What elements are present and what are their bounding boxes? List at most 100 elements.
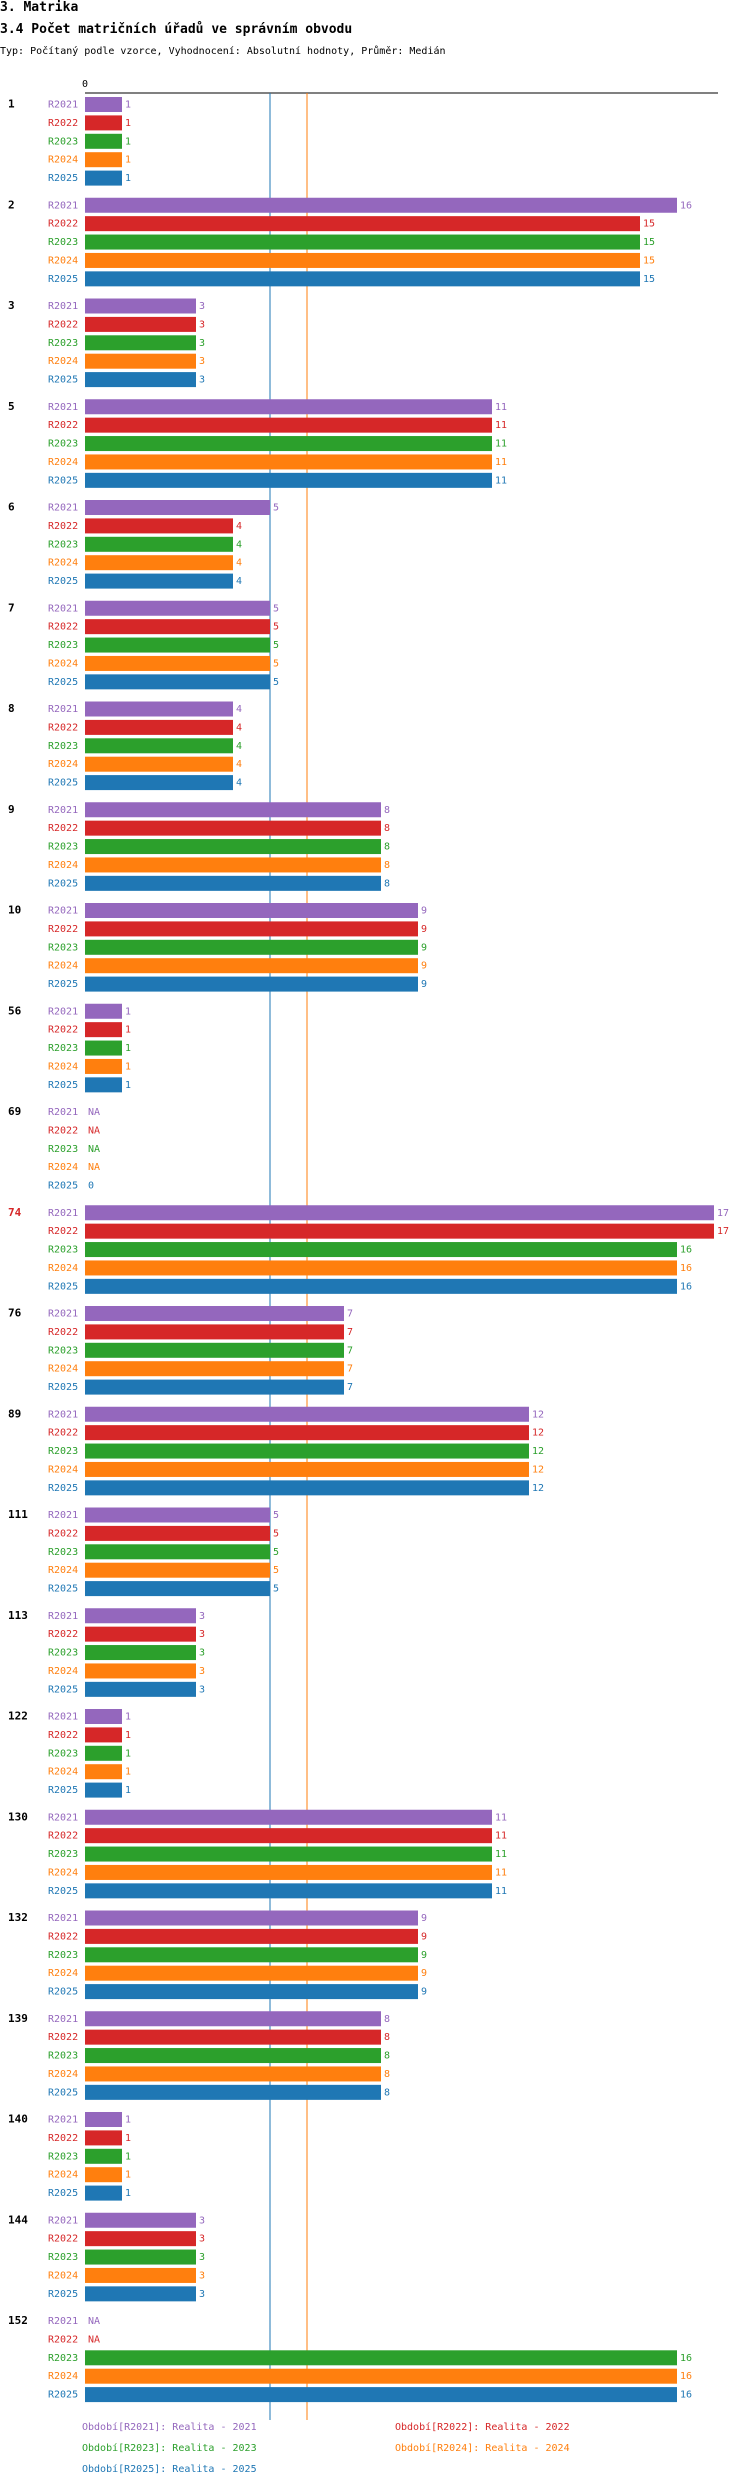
series-label: R2022 [48,924,78,935]
value-label: 7 [347,1382,353,1393]
series-label: R2021 [48,2115,78,2126]
bar [85,372,196,388]
series-label: R2025 [48,2289,78,2300]
series-label: R2023 [48,1245,78,1256]
bar [85,1480,529,1496]
series-label: R2023 [48,439,78,450]
series-label: R2023 [48,1748,78,1759]
bar [85,600,270,616]
value-label: 4 [236,576,242,587]
bar [85,536,233,552]
series-label: R2025 [48,475,78,486]
series-label: R2025 [48,1281,78,1292]
value-label: 15 [643,255,655,266]
value-label: 16 [680,1281,692,1292]
value-label: NA [88,1162,100,1173]
group-label: 2 [8,198,15,211]
value-label: 16 [680,2353,692,2364]
series-label: R2022 [48,1226,78,1237]
series-label: R2022 [48,1931,78,1942]
series-label: R2021 [48,906,78,917]
bar [85,655,270,671]
value-label: 7 [347,1364,353,1375]
series-label: R2024 [48,860,78,871]
series-label: R2023 [48,237,78,248]
series-label: R2023 [48,1648,78,1659]
series-label: R2023 [48,1144,78,1155]
bar [85,316,196,332]
group-label: 74 [8,1206,22,1219]
bar [85,1544,270,1560]
value-label: 5 [273,1547,279,1558]
section-title: 3. Matrika [0,0,79,15]
value-label: 3 [199,375,205,386]
value-label: 9 [421,1987,427,1998]
series-label: R2021 [48,2316,78,2327]
series-label: R2021 [48,805,78,816]
bar [85,436,492,452]
bar [85,2066,381,2082]
value-label: 8 [384,2087,390,2098]
bar [85,1022,122,1038]
series-label: R2022 [48,420,78,431]
value-label: 17 [717,1226,729,1237]
bar [85,1663,196,1679]
chart-title: 3.4 Počet matričních úřadů ve správním o… [0,22,353,37]
series-label: R2025 [48,878,78,889]
series-label: R2022 [48,1025,78,1036]
series-label: R2025 [48,677,78,688]
value-label: NA [88,2334,100,2345]
value-label: 1 [125,136,131,147]
value-label: 8 [384,2032,390,2043]
group-label: 122 [8,1710,28,1723]
bar [85,1278,677,1294]
value-label: 4 [236,741,242,752]
series-label: R2023 [48,640,78,651]
bar [85,2350,677,2366]
bar [85,2249,196,2265]
series-label: R2024 [48,1162,78,1173]
value-label: 5 [273,603,279,614]
bar [85,1306,344,1321]
series-label: R2022 [48,622,78,633]
bar [85,903,418,918]
bar [85,2167,122,2183]
series-label: R2022 [48,1831,78,1842]
value-label: 1 [125,118,131,129]
series-label: R2021 [48,1812,78,1823]
bar [85,1846,492,1862]
value-label: 5 [273,1584,279,1595]
group-label: 76 [8,1307,22,1320]
value-label: 3 [199,2252,205,2263]
bar [85,1040,122,1056]
value-label: 4 [236,778,242,789]
series-label: R2025 [48,274,78,285]
bar [85,1727,122,1743]
bar [85,775,233,791]
bar [85,1782,122,1798]
bar [85,1581,270,1597]
series-label: R2024 [48,1061,78,1072]
bar [85,2112,122,2127]
series-label: R2025 [48,778,78,789]
series-label: R2022 [48,1327,78,1338]
bar [85,2148,122,2164]
value-label: 3 [199,356,205,367]
series-label: R2024 [48,1364,78,1375]
value-label: 5 [273,622,279,633]
bar [85,619,270,635]
bar [85,875,381,891]
series-label: R2021 [48,1107,78,1118]
bar [85,2387,677,2403]
value-label: 1 [125,1730,131,1741]
bar [85,921,418,937]
value-label: 9 [421,1931,427,1942]
series-label: R2023 [48,1547,78,1558]
value-label: 8 [384,878,390,889]
bar [85,115,122,131]
bar [85,674,270,690]
value-label: 1 [125,1785,131,1796]
value-label: NA [88,1107,100,1118]
value-label: 11 [495,402,507,413]
bar [85,2011,381,2027]
